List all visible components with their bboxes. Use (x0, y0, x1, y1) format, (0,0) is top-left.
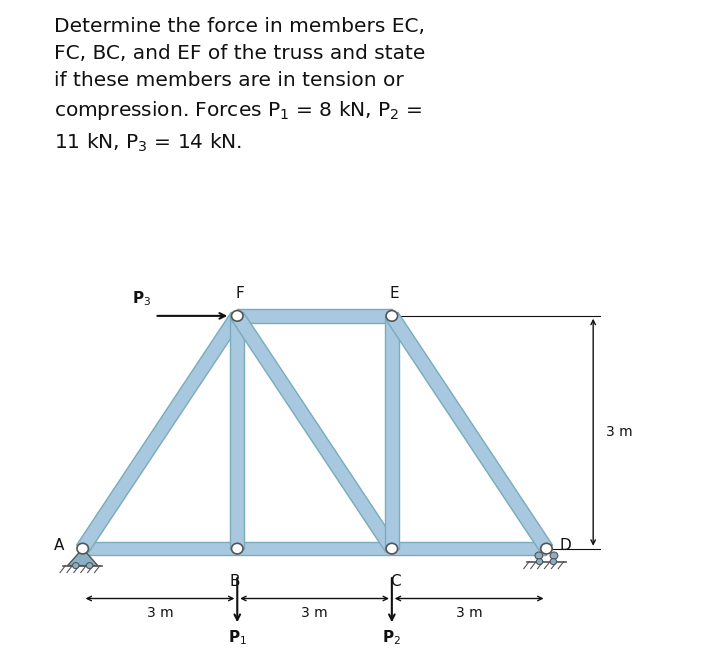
Text: $\mathbf{P}_1$: $\mathbf{P}_1$ (228, 628, 247, 647)
Circle shape (232, 311, 243, 321)
Text: 3 m: 3 m (606, 425, 633, 440)
Circle shape (541, 543, 552, 554)
Polygon shape (83, 542, 546, 555)
Circle shape (550, 552, 558, 559)
Polygon shape (68, 549, 98, 565)
Text: E: E (390, 286, 400, 301)
Polygon shape (76, 313, 244, 552)
Circle shape (535, 552, 543, 559)
Text: Determine the force in members EC,
FC, BC, and EF of the truss and state
if thes: Determine the force in members EC, FC, B… (54, 17, 426, 154)
Text: B: B (230, 574, 240, 589)
Polygon shape (385, 313, 553, 552)
Circle shape (86, 563, 93, 569)
Circle shape (73, 563, 79, 569)
Polygon shape (230, 316, 244, 549)
Text: $\mathbf{P}_3$: $\mathbf{P}_3$ (132, 289, 151, 308)
Circle shape (550, 559, 557, 565)
Polygon shape (231, 313, 398, 552)
Text: F: F (236, 286, 244, 301)
Circle shape (386, 311, 398, 321)
Polygon shape (237, 309, 392, 323)
Text: 3 m: 3 m (456, 606, 482, 620)
Text: D: D (559, 538, 571, 553)
Text: C: C (390, 574, 400, 589)
Circle shape (77, 543, 88, 554)
Text: 3 m: 3 m (147, 606, 173, 620)
Circle shape (536, 559, 543, 565)
Polygon shape (385, 316, 399, 549)
Text: A: A (55, 538, 65, 553)
Circle shape (386, 543, 398, 554)
Text: $\mathbf{P}_2$: $\mathbf{P}_2$ (383, 628, 401, 647)
Circle shape (232, 543, 243, 554)
Text: 3 m: 3 m (301, 606, 328, 620)
